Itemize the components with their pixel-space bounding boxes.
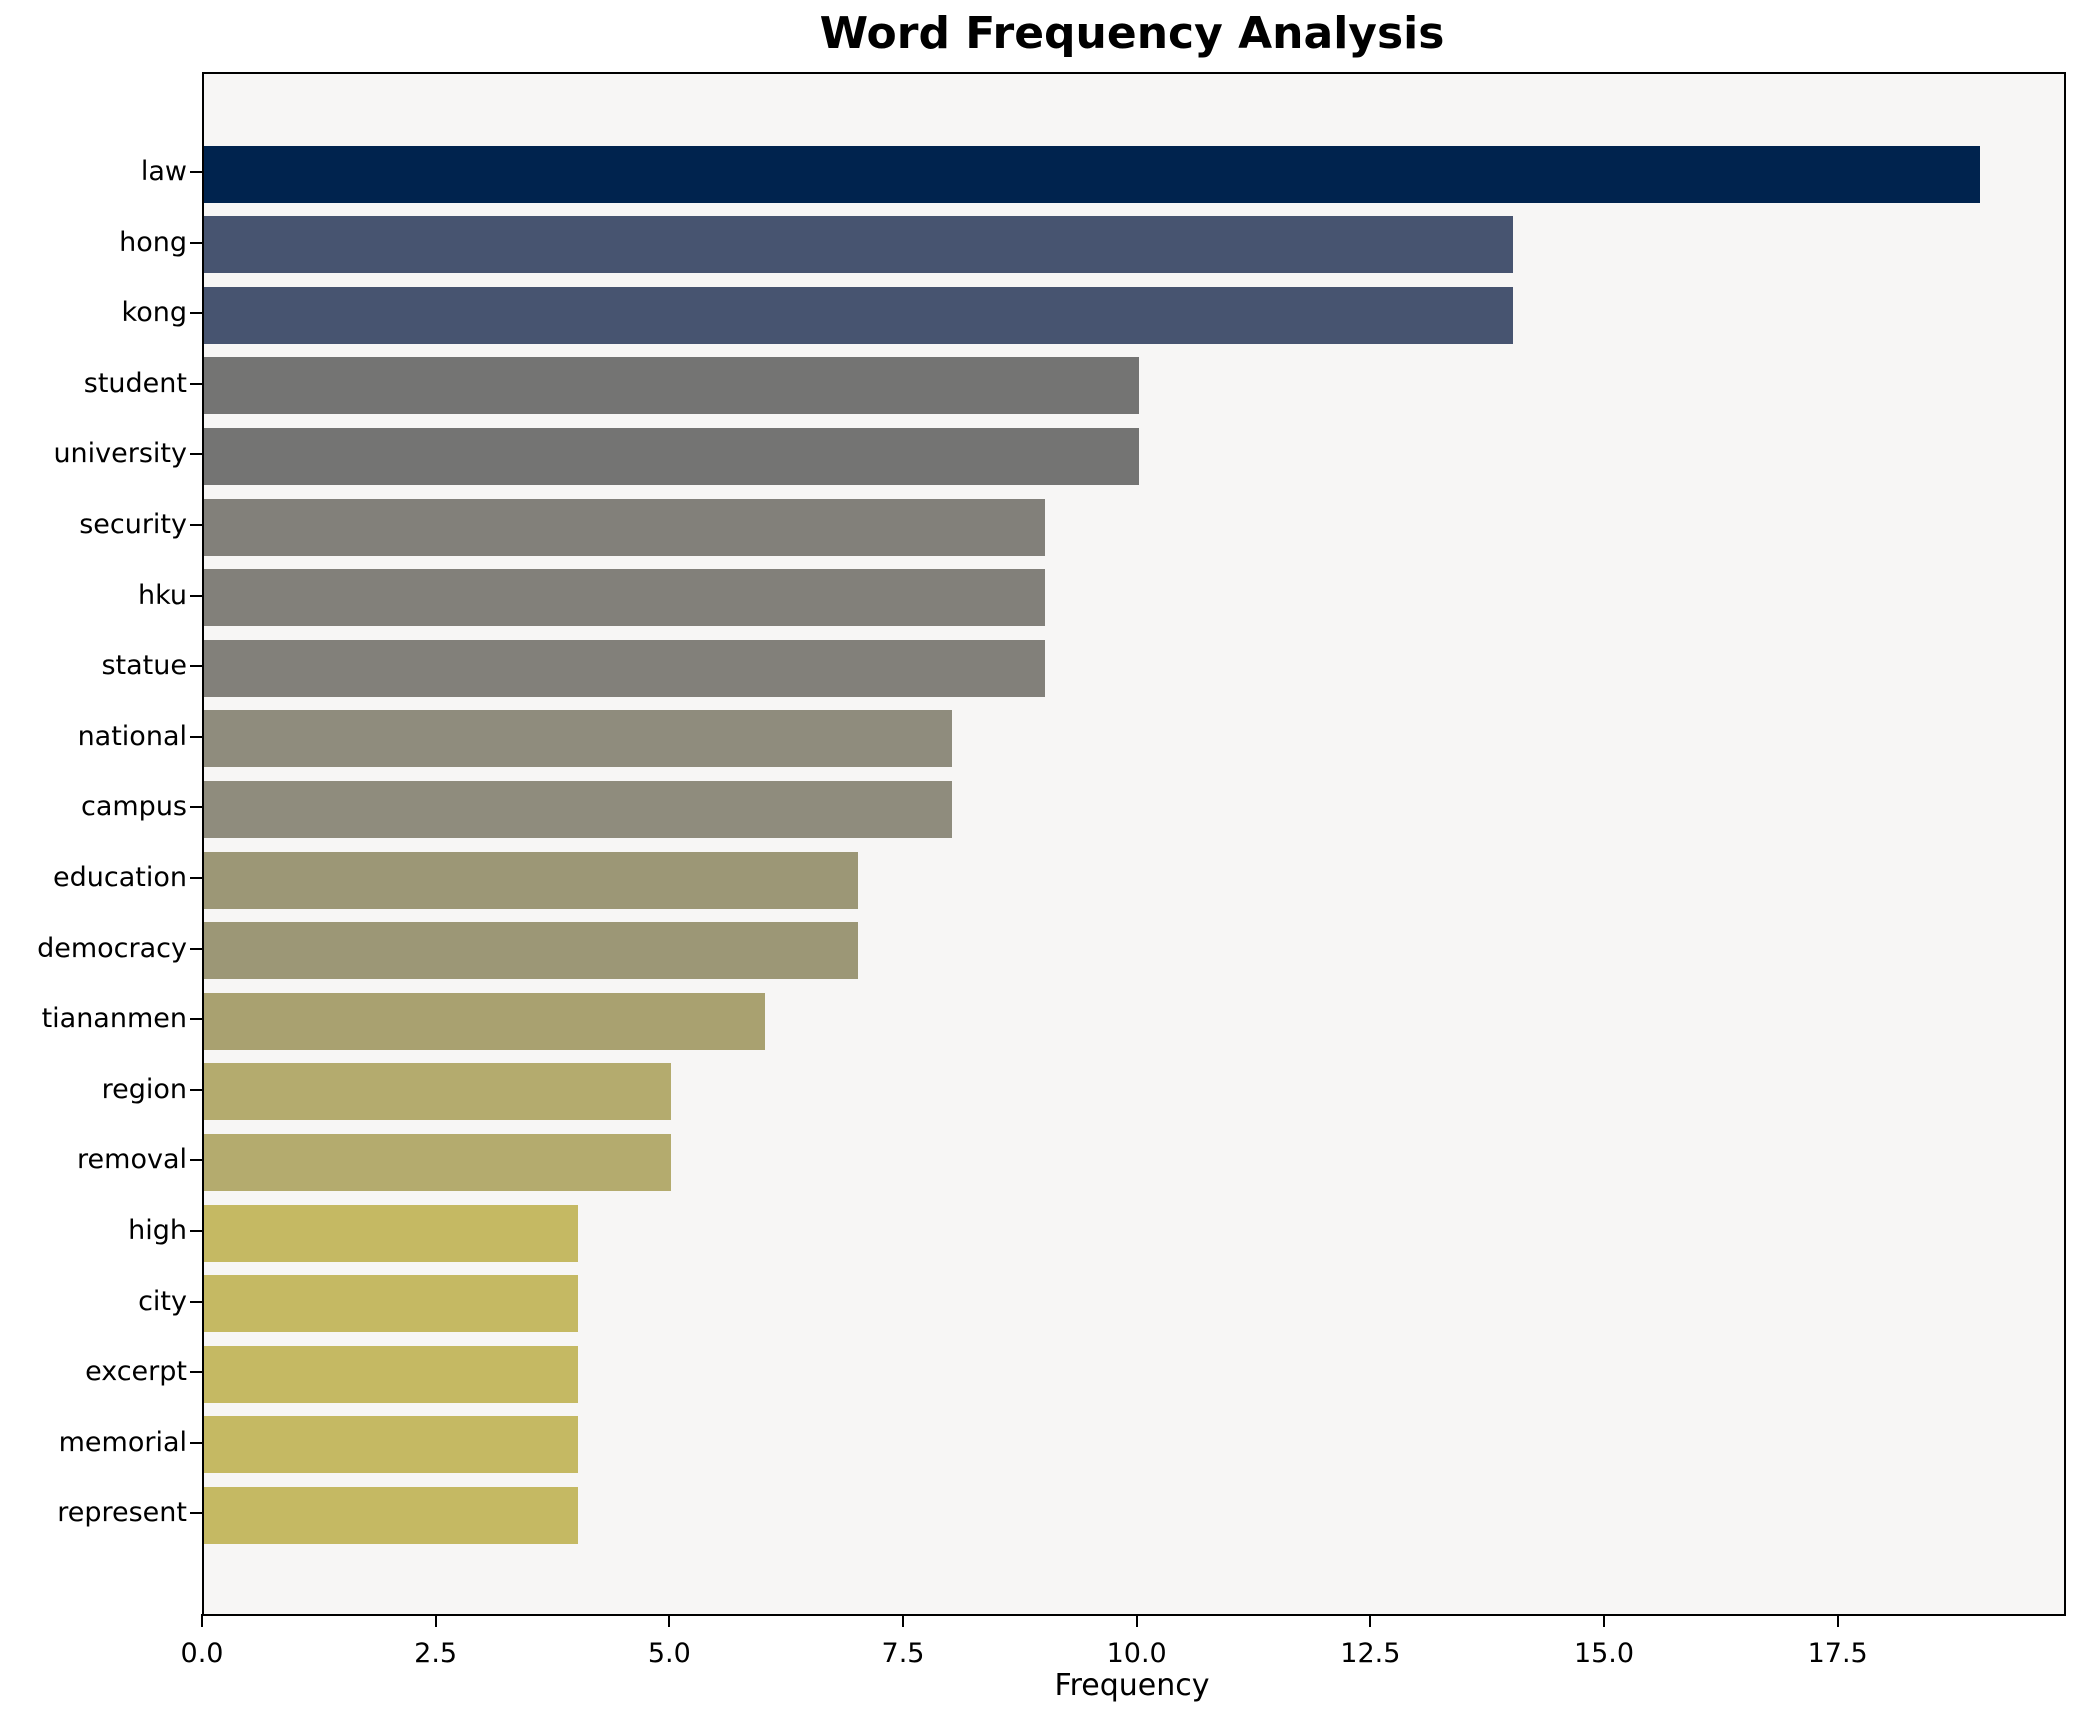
y-tick-label-high: high <box>128 1215 187 1246</box>
y-tick-label-law: law <box>140 156 187 187</box>
y-tick-label-tiananmen: tiananmen <box>41 1003 187 1035</box>
y-tick-mark <box>190 1371 202 1374</box>
y-tick-label-memorial: memorial <box>58 1426 187 1458</box>
y-tick-mark <box>190 1300 202 1303</box>
y-tick-label-region: region <box>101 1073 187 1105</box>
x-tick-mark <box>1135 1614 1138 1627</box>
x-tick-label-12.5: 12.5 <box>1340 1638 1401 1669</box>
x-tick-mark <box>668 1614 671 1627</box>
y-tick-mark <box>190 1018 202 1021</box>
bar-kong <box>204 286 1513 344</box>
x-tick-label-17.5: 17.5 <box>1807 1638 1868 1669</box>
y-tick-label-education: education <box>53 862 187 893</box>
y-tick-label-university: university <box>53 438 187 470</box>
y-tick-label-kong: kong <box>121 297 187 329</box>
bar-education <box>204 851 859 909</box>
y-tick-label-hku: hku <box>137 579 187 611</box>
x-tick-mark <box>201 1614 203 1627</box>
bar-democracy <box>204 922 859 980</box>
y-tick-mark <box>190 171 202 173</box>
x-tick-mark <box>1603 1614 1605 1627</box>
x-tick-label-7.5: 7.5 <box>881 1638 925 1669</box>
y-tick-mark <box>190 241 202 244</box>
y-tick-label-removal: removal <box>77 1144 187 1176</box>
bar-excerpt <box>204 1345 578 1403</box>
bar-tiananmen <box>204 992 765 1050</box>
y-tick-mark <box>190 1441 202 1444</box>
bar-national <box>204 710 952 768</box>
x-tick-mark <box>902 1614 904 1627</box>
x-tick-mark <box>1369 1614 1372 1627</box>
bar-memorial <box>204 1416 578 1474</box>
y-tick-label-student: student <box>83 367 187 399</box>
y-tick-mark <box>190 1088 202 1091</box>
y-tick-mark <box>190 806 202 809</box>
y-tick-mark <box>190 312 202 315</box>
bar-removal <box>204 1133 672 1191</box>
chart-title: Word Frequency Analysis <box>819 8 1445 59</box>
y-tick-mark <box>190 877 202 879</box>
bar-university <box>204 427 1139 485</box>
x-tick-label-15.0: 15.0 <box>1573 1638 1635 1669</box>
x-tick-label-2.5: 2.5 <box>414 1638 458 1669</box>
y-tick-mark <box>190 1512 202 1515</box>
bar-hong <box>204 216 1513 274</box>
y-tick-mark <box>190 524 202 526</box>
y-tick-mark <box>190 1230 202 1232</box>
x-tick-label-5.0: 5.0 <box>647 1638 691 1669</box>
x-tick-label-0.0: 0.0 <box>180 1638 224 1669</box>
y-tick-mark <box>190 594 202 597</box>
x-tick-mark <box>1836 1614 1839 1627</box>
x-tick-label-10.0: 10.0 <box>1106 1638 1167 1669</box>
y-tick-mark <box>190 665 202 668</box>
y-tick-label-represent: represent <box>57 1497 187 1529</box>
y-tick-mark <box>190 947 202 950</box>
y-tick-label-national: national <box>77 720 187 752</box>
y-tick-label-excerpt: excerpt <box>85 1356 187 1388</box>
y-tick-mark <box>190 382 202 385</box>
bar-represent <box>204 1486 578 1544</box>
x-tick-mark <box>434 1614 437 1627</box>
bar-law <box>204 145 1980 203</box>
bar-statue <box>204 639 1046 697</box>
bar-hku <box>204 569 1046 627</box>
plot-area <box>202 72 2066 1616</box>
bar-region <box>204 1063 672 1121</box>
bar-city <box>204 1275 578 1333</box>
y-tick-label-security: security <box>79 509 187 540</box>
x-axis-label: Frequency <box>1054 1668 1210 1703</box>
bar-high <box>204 1204 578 1262</box>
y-tick-label-campus: campus <box>80 791 187 823</box>
y-tick-label-hong: hong <box>119 226 187 258</box>
y-tick-mark <box>190 735 202 738</box>
y-tick-label-democracy: democracy <box>37 932 187 964</box>
bar-security <box>204 498 1046 556</box>
y-tick-mark <box>190 453 202 456</box>
y-tick-label-city: city <box>138 1285 187 1317</box>
y-tick-label-statue: statue <box>101 650 187 682</box>
y-tick-mark <box>190 1159 202 1162</box>
bar-campus <box>204 780 952 838</box>
bar-student <box>204 357 1139 415</box>
